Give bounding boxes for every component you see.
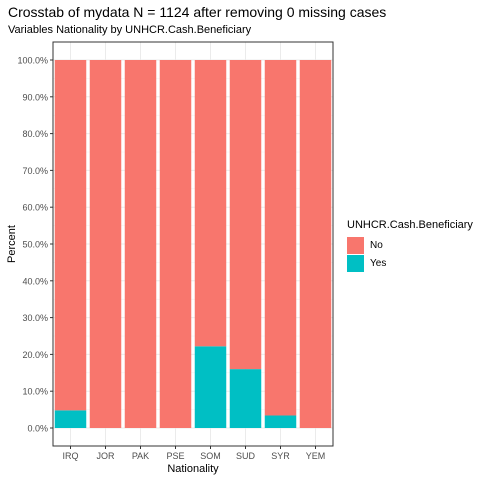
y-tick-label: 20.0% xyxy=(22,350,48,360)
legend-item-no: No xyxy=(347,237,473,254)
chart-subtitle: Variables Nationality by UNHCR.Cash.Bene… xyxy=(8,24,252,36)
bar-sud-no xyxy=(229,60,262,370)
x-tick-label: PAK xyxy=(132,451,149,461)
bar-irq-yes xyxy=(54,410,87,428)
bar-pse-no xyxy=(159,60,192,428)
x-tick-label: JOR xyxy=(97,451,116,461)
y-tick-label: 90.0% xyxy=(22,92,48,102)
legend-item-yes: Yes xyxy=(347,255,473,272)
y-tick-label: 0.0% xyxy=(27,424,48,434)
legend: UNHCR.Cash.Beneficiary No Yes xyxy=(347,219,473,273)
y-tick-label: 50.0% xyxy=(22,240,48,250)
legend-label-no: No xyxy=(370,240,383,251)
x-tick-label: PSE xyxy=(166,451,184,461)
bar-yem-no xyxy=(299,60,332,428)
bar-som-yes xyxy=(194,346,227,428)
legend-label-yes: Yes xyxy=(370,258,387,269)
bar-syr-no xyxy=(264,60,297,416)
bar-sud-yes xyxy=(229,369,262,428)
y-tick-label: 40.0% xyxy=(22,276,48,286)
x-tick-label: SOM xyxy=(200,451,221,461)
x-tick-label: YEM xyxy=(306,451,326,461)
y-tick-label: 30.0% xyxy=(22,313,48,323)
bar-jor-no xyxy=(89,60,122,428)
x-tick-label: SUD xyxy=(236,451,256,461)
y-axis-title: Percent xyxy=(6,225,18,263)
x-tick-label: SYR xyxy=(271,451,290,461)
y-tick-label: 60.0% xyxy=(22,203,48,213)
legend-swatch-yes xyxy=(347,255,364,272)
x-axis-title: Nationality xyxy=(167,463,219,475)
bar-som-no xyxy=(194,60,227,347)
plot-panel-border xyxy=(52,41,334,447)
y-tick-label: 70.0% xyxy=(22,166,48,176)
y-tick-label: 100.0% xyxy=(17,56,48,66)
legend-swatch-no xyxy=(347,237,364,254)
chart-title: Crosstab of mydata N = 1124 after removi… xyxy=(8,4,387,20)
y-tick-label: 10.0% xyxy=(22,387,48,397)
bar-irq-no xyxy=(54,60,87,411)
legend-title: UNHCR.Cash.Beneficiary xyxy=(347,219,473,231)
bar-pak-no xyxy=(124,60,157,428)
bar-syr-yes xyxy=(264,415,297,428)
x-tick-label: IRQ xyxy=(62,451,78,461)
y-tick-label: 80.0% xyxy=(22,129,48,139)
